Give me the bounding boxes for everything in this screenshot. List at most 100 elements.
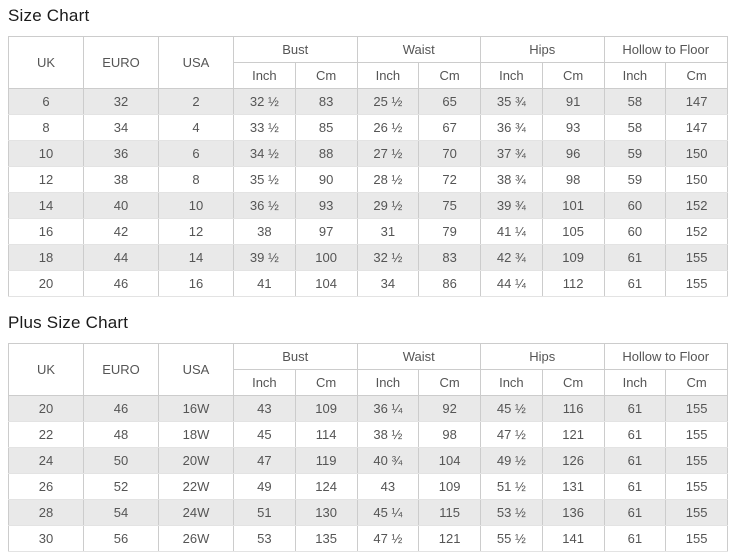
table-cell: 131 (541, 473, 605, 500)
table-cell: 150 (665, 166, 728, 193)
table-cell: 33 ½ (233, 114, 296, 141)
subheader-hips-cm: Cm (541, 369, 605, 396)
table-cell: 124 (294, 473, 358, 500)
table-cell: 12 (8, 166, 84, 193)
table-row: 16 42 12 38 97 31 79 41 ¼ 105 60 152 (8, 218, 728, 245)
table-cell: 61 (603, 244, 667, 271)
table-cell: 36 ¼ (356, 395, 420, 422)
table-cell: 61 (603, 525, 667, 552)
table-cell: 22 (8, 421, 84, 448)
table-row: 30 56 26W 53 135 47 ½ 121 55 ½ 141 61 155 (8, 525, 728, 552)
size-chart-section: Size Chart UK EURO USA Bust Waist Hips H… (8, 6, 728, 297)
table-cell: 93 (541, 114, 605, 141)
table-cell: 72 (418, 166, 481, 193)
table-cell: 27 ½ (356, 140, 420, 167)
table-cell: 38 ½ (356, 421, 420, 448)
table-cell: 10 (8, 140, 84, 167)
table-cell: 36 ¾ (480, 114, 543, 141)
column-group-bust: Bust (233, 343, 358, 370)
table-cell: 45 ¼ (356, 499, 420, 526)
table-cell: 22W (158, 473, 234, 500)
table-cell: 16W (158, 395, 234, 422)
table-row: 20 46 16 41 104 34 86 44 ¼ 112 61 155 (8, 270, 728, 297)
table-cell: 46 (83, 270, 159, 297)
table-cell: 51 (233, 499, 296, 526)
table-cell: 6 (8, 88, 84, 115)
table-cell: 105 (541, 218, 605, 245)
table-cell: 47 ½ (480, 421, 543, 448)
table-cell: 25 ½ (356, 88, 420, 115)
table-cell: 53 ½ (480, 499, 543, 526)
column-group-hollow-to-floor: Hollow to Floor (603, 343, 728, 370)
table-row: 22 48 18W 45 114 38 ½ 98 47 ½ 121 61 155 (8, 421, 728, 448)
column-group-hollow-to-floor: Hollow to Floor (603, 36, 728, 63)
table-cell: 92 (418, 395, 481, 422)
table-cell: 20 (8, 270, 84, 297)
table-cell: 26 (8, 473, 84, 500)
table-cell: 135 (294, 525, 358, 552)
table-cell: 20W (158, 447, 234, 474)
table-cell: 104 (294, 270, 358, 297)
table-cell: 40 (83, 192, 159, 219)
table-cell: 10 (158, 192, 234, 219)
table-cell: 70 (418, 140, 481, 167)
subheader-bust-inch: Inch (233, 62, 296, 89)
table-row: 10 36 6 34 ½ 88 27 ½ 70 37 ¾ 96 59 150 (8, 140, 728, 167)
table-cell: 39 ½ (233, 244, 296, 271)
table-cell: 4 (158, 114, 234, 141)
table-cell: 14 (8, 192, 84, 219)
table-cell: 38 ¾ (480, 166, 543, 193)
table-row: 18 44 14 39 ½ 100 32 ½ 83 42 ¾ 109 61 155 (8, 244, 728, 271)
table-row: 26 52 22W 49 124 43 109 51 ½ 131 61 155 (8, 473, 728, 500)
table-cell: 104 (418, 447, 481, 474)
table-cell: 65 (418, 88, 481, 115)
size-chart-title: Size Chart (8, 6, 90, 25)
table-cell: 37 ¾ (480, 140, 543, 167)
table-cell: 20 (8, 395, 84, 422)
column-group-bust: Bust (233, 36, 358, 63)
table-cell: 60 (603, 218, 667, 245)
table-cell: 18W (158, 421, 234, 448)
table-cell: 91 (541, 88, 605, 115)
table-cell: 109 (294, 395, 358, 422)
table-cell: 8 (158, 166, 234, 193)
table-cell: 155 (665, 473, 728, 500)
table-cell: 40 ¾ (356, 447, 420, 474)
table-cell: 96 (541, 140, 605, 167)
subheader-waist-inch: Inch (356, 62, 420, 89)
table-cell: 31 (356, 218, 420, 245)
subheader-waist-inch: Inch (356, 369, 420, 396)
table-cell: 97 (294, 218, 358, 245)
subheader-hips-inch: Inch (480, 62, 543, 89)
table-cell: 61 (603, 270, 667, 297)
table-cell: 60 (603, 192, 667, 219)
table-cell: 47 (233, 447, 296, 474)
table-cell: 98 (418, 421, 481, 448)
table-cell: 55 ½ (480, 525, 543, 552)
table-cell: 30 (8, 525, 84, 552)
table-cell: 109 (541, 244, 605, 271)
column-group-waist: Waist (356, 36, 481, 63)
table-row: 12 38 8 35 ½ 90 28 ½ 72 38 ¾ 98 59 150 (8, 166, 728, 193)
table-cell: 67 (418, 114, 481, 141)
table-cell: 32 ½ (233, 88, 296, 115)
table-cell: 38 (233, 218, 296, 245)
table-cell: 41 (233, 270, 296, 297)
table-cell: 35 ½ (233, 166, 296, 193)
table-cell: 32 ½ (356, 244, 420, 271)
table-cell: 39 ¾ (480, 192, 543, 219)
table-row: 20 46 16W 43 109 36 ¼ 92 45 ½ 116 61 155 (8, 395, 728, 422)
table-row: 28 54 24W 51 130 45 ¼ 115 53 ½ 136 61 155 (8, 499, 728, 526)
subheader-bust-cm: Cm (294, 369, 358, 396)
table-row: 24 50 20W 47 119 40 ¾ 104 49 ½ 126 61 155 (8, 447, 728, 474)
table-cell: 43 (356, 473, 420, 500)
table-cell: 79 (418, 218, 481, 245)
table-cell: 52 (83, 473, 159, 500)
subheader-hollow-inch: Inch (603, 62, 667, 89)
table-cell: 150 (665, 140, 728, 167)
table-cell: 86 (418, 270, 481, 297)
table-cell: 35 ¾ (480, 88, 543, 115)
table-cell: 109 (418, 473, 481, 500)
table-cell: 41 ¼ (480, 218, 543, 245)
